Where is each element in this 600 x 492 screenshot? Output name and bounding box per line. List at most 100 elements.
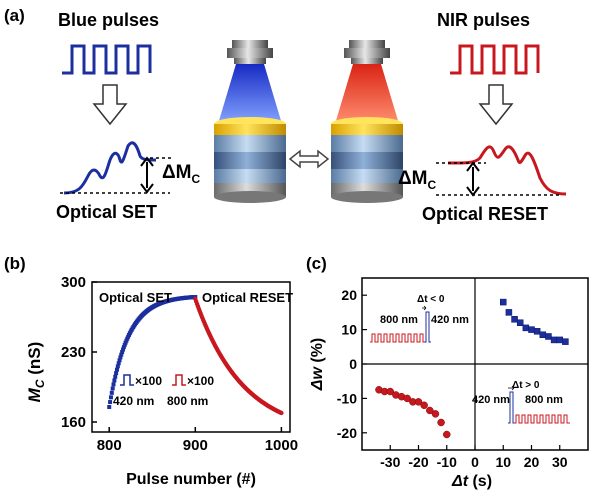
inset-left-420nm: 420 nm	[431, 314, 469, 326]
chart-b-point-set	[108, 395, 113, 400]
nir-response-curve	[447, 145, 567, 196]
chart-b-point-set	[120, 350, 125, 355]
chart-b-point-set	[122, 342, 127, 347]
chart-b-ytick-label: 160	[61, 414, 86, 431]
chart-c-point-neg	[443, 430, 451, 439]
optical-set-label: Optical SET	[56, 202, 158, 222]
chart-c-point-pos	[562, 338, 569, 345]
chart-c-point-pos	[556, 336, 563, 344]
inset-right-red-pulses	[514, 414, 570, 424]
down-arrow-right-icon	[478, 84, 514, 126]
chart-b-point-set	[112, 378, 117, 383]
inset-right-blue-pulse	[508, 391, 515, 424]
blue-pulse-train	[62, 44, 152, 75]
chart-c-point-pos	[539, 331, 547, 339]
chart-b-ytick-label: 230	[61, 344, 86, 361]
chart-c-point-pos	[528, 326, 535, 333]
blue-response-curve	[63, 141, 157, 195]
panel-a-label: (a)	[4, 6, 25, 25]
chart-b-set-annotation: Optical SET	[99, 290, 172, 305]
chart-c-xtick-label: 30	[552, 454, 568, 470]
nir-pulse-train	[450, 44, 540, 75]
chart-c-ytick-label: 20	[341, 287, 357, 303]
chart-b-point-set	[110, 386, 115, 391]
nir-beam	[335, 64, 399, 124]
inset-right-420nm: 420 nm	[472, 394, 510, 406]
optical-reset-label: Optical RESET	[422, 204, 549, 224]
blue-beam	[218, 64, 282, 124]
chart-c-ylabel: Δw (%)	[309, 338, 326, 392]
inset-right-condition: Δt > 0	[512, 380, 540, 391]
delta-mc-right: ΔMC	[398, 168, 437, 192]
inset-left-blue-pulse	[424, 311, 431, 343]
chart-c-point-pos	[533, 328, 541, 335]
chart-b-point-set	[111, 382, 116, 387]
chart-b-point-set	[113, 374, 118, 379]
nir-pulses-title: NIR pulses	[437, 10, 531, 30]
chart-b-point-set	[123, 340, 128, 345]
inset-right-800nm: 800 nm	[525, 394, 563, 406]
blue-light-source	[227, 40, 273, 64]
delta-mc-left: ΔMC	[162, 162, 201, 186]
inset-left-800nm: 800 nm	[380, 314, 418, 326]
chart-c-xtick-label: 20	[524, 454, 540, 470]
chart-b-xtick-label: 900	[183, 437, 208, 454]
chart-c-point-pos	[500, 298, 507, 306]
chart-b-point-set	[117, 358, 122, 363]
blue-pulses-title: Blue pulses	[58, 10, 160, 30]
panel-b-label: (b)	[4, 254, 26, 273]
chart-c-xtick-label: -30	[380, 454, 400, 470]
legend-red-pulse-icon	[172, 374, 186, 386]
chart-c-point-neg	[414, 398, 423, 406]
panel-c-label: (c)	[306, 254, 327, 273]
chart-b-ytick-label: 300	[61, 274, 86, 291]
chart-c-xtick-label: 10	[495, 454, 511, 470]
chart-c-point-neg	[437, 418, 445, 427]
chart-b-point-set	[118, 355, 123, 360]
inset-left: Δt < 0 800 nm 420 nm	[370, 294, 469, 343]
chart-b-point-set	[109, 390, 114, 395]
chart-c-xtick-label: -10	[437, 454, 457, 470]
chart-b-point-set	[114, 371, 119, 376]
chart-c-point-neg	[386, 387, 394, 396]
chart-c-point-pos	[522, 324, 530, 332]
chart-b-point-set	[119, 352, 124, 357]
chart-b-ylabel: MC (nS)	[25, 342, 47, 403]
chart-c-point-pos	[505, 309, 513, 316]
chart-c-ytick-label: 0	[349, 356, 357, 372]
chart-b-point-set	[114, 367, 119, 372]
chart-b-point-set	[115, 364, 120, 369]
chart-b-point-set	[121, 345, 126, 350]
chart-b-point-set	[116, 361, 121, 366]
legend-blue-mult: ×100	[135, 374, 162, 388]
chart-c-point-pos	[511, 316, 518, 323]
panel-a-schematic	[60, 40, 567, 203]
inset-left-red-pulses	[370, 333, 426, 343]
nir-light-source	[344, 40, 390, 64]
chart-b-reset-annotation: Optical RESET	[202, 290, 293, 305]
chart-b-frame	[91, 281, 291, 433]
chart-b-xtick-label: 1000	[265, 437, 298, 454]
chart-c-ytick-label: -20	[337, 425, 357, 441]
chart-b-xlabel: Pulse number (#)	[126, 471, 256, 488]
chart-c-xlabel: Δt (s)	[451, 473, 492, 490]
chart-c-ytick-label: -10	[337, 390, 357, 406]
inset-right: Δt > 0 420 nm 800 nm	[472, 380, 570, 424]
device-right	[331, 117, 403, 203]
legend-red-mult: ×100	[187, 374, 214, 388]
chart-c-ytick-label: 10	[341, 322, 357, 338]
legend-blue-nm: 420 nm	[113, 394, 154, 408]
chart-c-xtick-label: 0	[471, 454, 479, 470]
chart-b-point-set	[108, 400, 113, 405]
device-left	[214, 117, 286, 203]
chart-b-point-set	[107, 405, 112, 409]
legend-red-nm: 800 nm	[167, 394, 208, 408]
chart-c-point-neg	[426, 406, 434, 415]
chart-b-point-reset	[279, 410, 284, 416]
chart-c-xtick-label: -20	[408, 454, 428, 470]
chart-b-point-set	[120, 347, 125, 352]
chart-b-xtick-label: 800	[97, 437, 122, 454]
chart-c-point-pos	[550, 336, 558, 344]
chart-c: -20 -10 0 10 20 -30 -20 -10 0 10 20 30 Δw (%) Δt (s…	[309, 277, 589, 490]
inset-left-condition: Δt < 0	[417, 294, 445, 305]
